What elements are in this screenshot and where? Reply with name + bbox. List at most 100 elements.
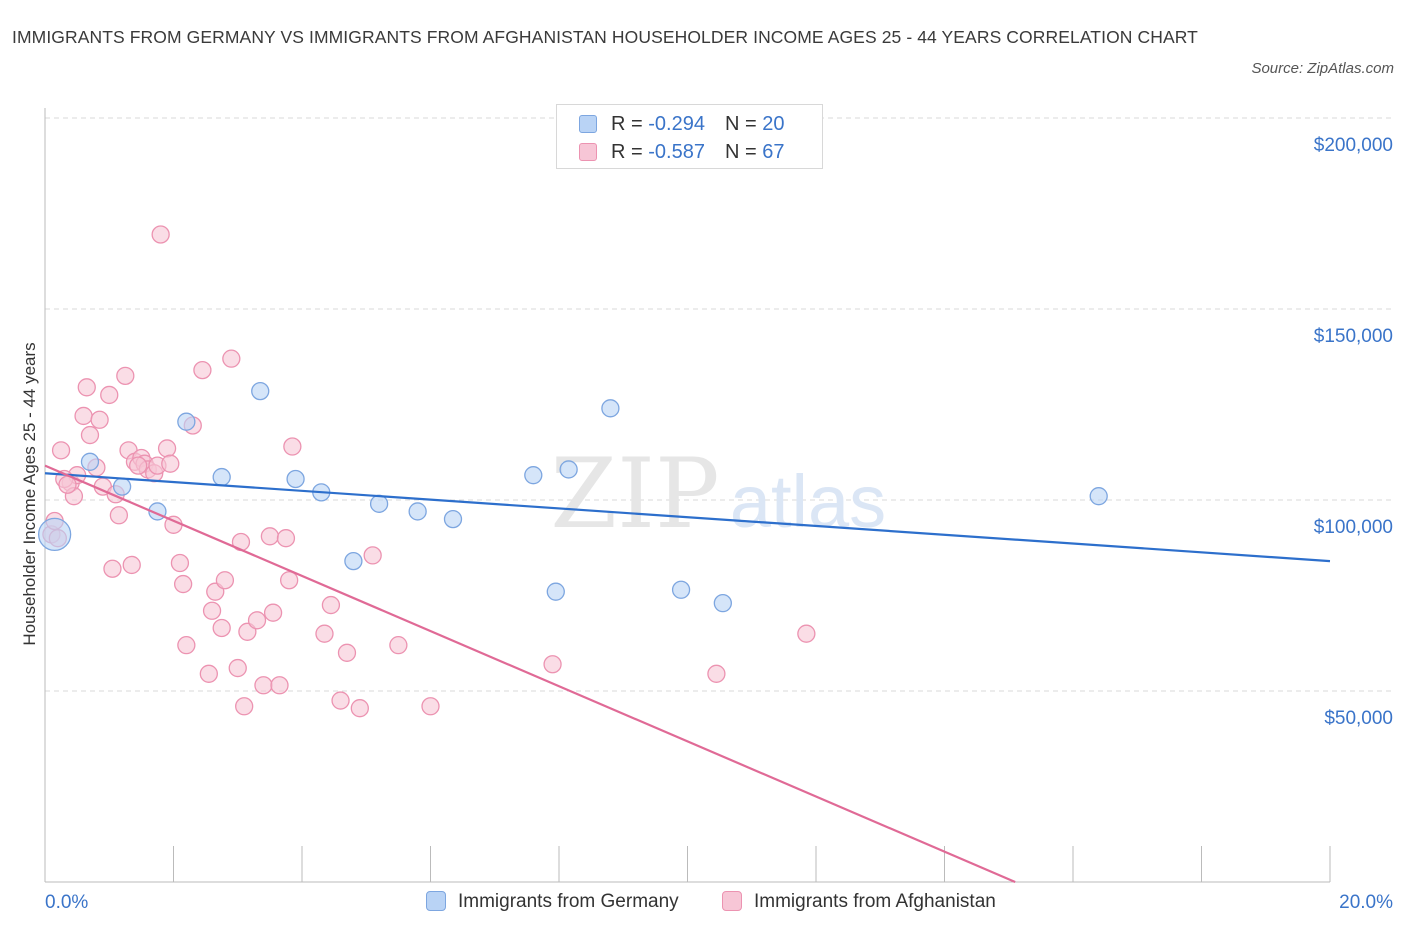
y-tick-label-0: $50,000: [1324, 708, 1393, 729]
afghanistan-point-51: [279, 571, 299, 590]
bottom-afghanistan-swatch: [722, 891, 742, 911]
afghanistan-trend-line: [44, 464, 1016, 884]
afghanistan-point-13: [100, 385, 119, 405]
germany-point-16: [601, 399, 620, 418]
germany-trend-line: [44, 472, 1331, 563]
germany-point-5: [212, 467, 231, 487]
afghanistan-r-label: R =: [611, 141, 649, 163]
afghanistan-point-9: [80, 425, 100, 445]
afghanistan-point-62: [707, 664, 726, 683]
afghanistan-point-56: [337, 643, 357, 662]
afghanistan-point-34: [193, 360, 212, 380]
afghanistan-point-17: [116, 366, 135, 386]
germany-point-7: [286, 469, 305, 489]
afghanistan-point-49: [270, 676, 289, 695]
germany-r-value: -0.294: [648, 113, 705, 135]
x-tick-label-start: 0.0%: [45, 892, 88, 913]
afghanistan-point-40: [222, 349, 241, 368]
afghanistan-point-47: [260, 527, 280, 546]
afghanistan-point-38: [212, 618, 231, 638]
afghanistan-n-label: N =: [724, 141, 763, 163]
afghanistan-point-11: [90, 410, 109, 429]
x-tick-label-end: 20.0%: [1339, 892, 1393, 913]
afghanistan-point-43: [235, 697, 254, 716]
chart-title: IMMIGRANTS FROM GERMANY VS IMMIGRANTS FR…: [12, 27, 1198, 47]
bottom-legend-afghanistan: Immigrants from Afghanistan: [722, 889, 996, 915]
afghanistan-point-36: [202, 601, 222, 620]
correlation-legend: R = -0.294 N = 20 R = -0.587 N = 67: [556, 104, 823, 169]
germany-point-19: [1089, 487, 1108, 506]
y-tick-label-2: $150,000: [1314, 326, 1393, 347]
axes: [44, 108, 1331, 883]
afghanistan-point-50: [276, 529, 296, 548]
afghanistan-point-35: [199, 664, 218, 683]
germany-point-2: [112, 477, 132, 496]
y-tick-label-3: $200,000: [1314, 135, 1393, 156]
germany-point-9: [344, 551, 363, 571]
afghanistan-point-60: [421, 697, 440, 716]
afghanistan-point-28: [161, 454, 180, 473]
germany-point-18: [713, 593, 732, 613]
afghanistan-point-3: [51, 441, 71, 460]
germany-point-10: [369, 494, 389, 513]
trend-lines: [44, 464, 1331, 884]
bottom-germany-swatch: [426, 891, 446, 911]
afghanistan-point-41: [228, 658, 247, 678]
afghanistan-point-19: [122, 555, 141, 575]
afghanistan-point-46: [254, 676, 273, 695]
afghanistan-point-48: [263, 603, 283, 622]
germany-n-value: 20: [762, 113, 785, 135]
afghanistan-point-8: [77, 378, 96, 397]
afghanistan-point-58: [363, 546, 382, 565]
germany-point-11: [408, 502, 427, 521]
germany-point-15: [559, 460, 578, 479]
afghanistan-point-32: [177, 636, 196, 655]
legend-row-afghanistan: R = -0.587 N = 67: [579, 139, 784, 165]
germany-point-13: [524, 466, 543, 485]
germany-point-14: [546, 582, 565, 601]
afghanistan-point-66: [129, 456, 148, 475]
tick-labels: $50,000 $100,000 $150,000 $200,000 0.0% 20.0%: [45, 135, 1393, 913]
afghanistan-point-52: [283, 437, 302, 456]
afghanistan-point-63: [797, 624, 816, 643]
source-label: Source: ZipAtlas.com: [1251, 60, 1394, 77]
afghanistan-swatch: [579, 143, 597, 161]
germany-point-0: [37, 517, 72, 552]
y-axis-title: Householder Income Ages 25 - 44 years: [20, 342, 39, 646]
afghanistan-point-57: [350, 699, 369, 718]
afghanistan-point-55: [331, 691, 350, 710]
bottom-afghanistan-label: Immigrants from Afghanistan: [754, 891, 996, 912]
watermark-zip: ZIP: [550, 438, 719, 550]
germany-point-12: [443, 509, 463, 529]
germany-n-label: N =: [724, 113, 763, 135]
afghanistan-point-16: [109, 506, 129, 525]
germany-swatch: [579, 115, 597, 133]
afghanistan-r-value: -0.587: [648, 141, 705, 163]
bottom-germany-label: Immigrants from Germany: [458, 891, 679, 912]
legend-row-germany: R = -0.294 N = 20: [579, 111, 784, 137]
germany-r-label: R =: [611, 113, 649, 135]
watermark-atlas: atlas: [730, 460, 886, 543]
afghanistan-point-30: [170, 553, 190, 573]
bottom-legend-germany: Immigrants from Germany: [426, 889, 679, 915]
afghanistan-point-31: [173, 574, 193, 594]
afghanistan-point-53: [315, 624, 334, 643]
afghanistan-point-59: [389, 636, 408, 655]
watermark: ZIP atlas: [550, 438, 886, 550]
germany-point-17: [671, 580, 691, 599]
afghanistan-point-14: [103, 559, 122, 578]
afghanistan-point-39: [215, 571, 235, 590]
afghanistan-point-61: [543, 655, 562, 674]
germany-point-4: [177, 412, 196, 431]
germany-point-1: [80, 452, 100, 471]
afghanistan-point-7: [74, 406, 93, 426]
afghanistan-point-26: [151, 225, 170, 244]
afghanistan-points: [42, 225, 816, 718]
afghanistan-n-value: 67: [762, 141, 785, 163]
afghanistan-point-27: [157, 439, 177, 458]
afghanistan-point-54: [321, 595, 341, 615]
afghanistan-point-45: [247, 611, 267, 630]
germany-point-6: [251, 381, 270, 401]
y-tick-label-1: $100,000: [1314, 517, 1393, 538]
